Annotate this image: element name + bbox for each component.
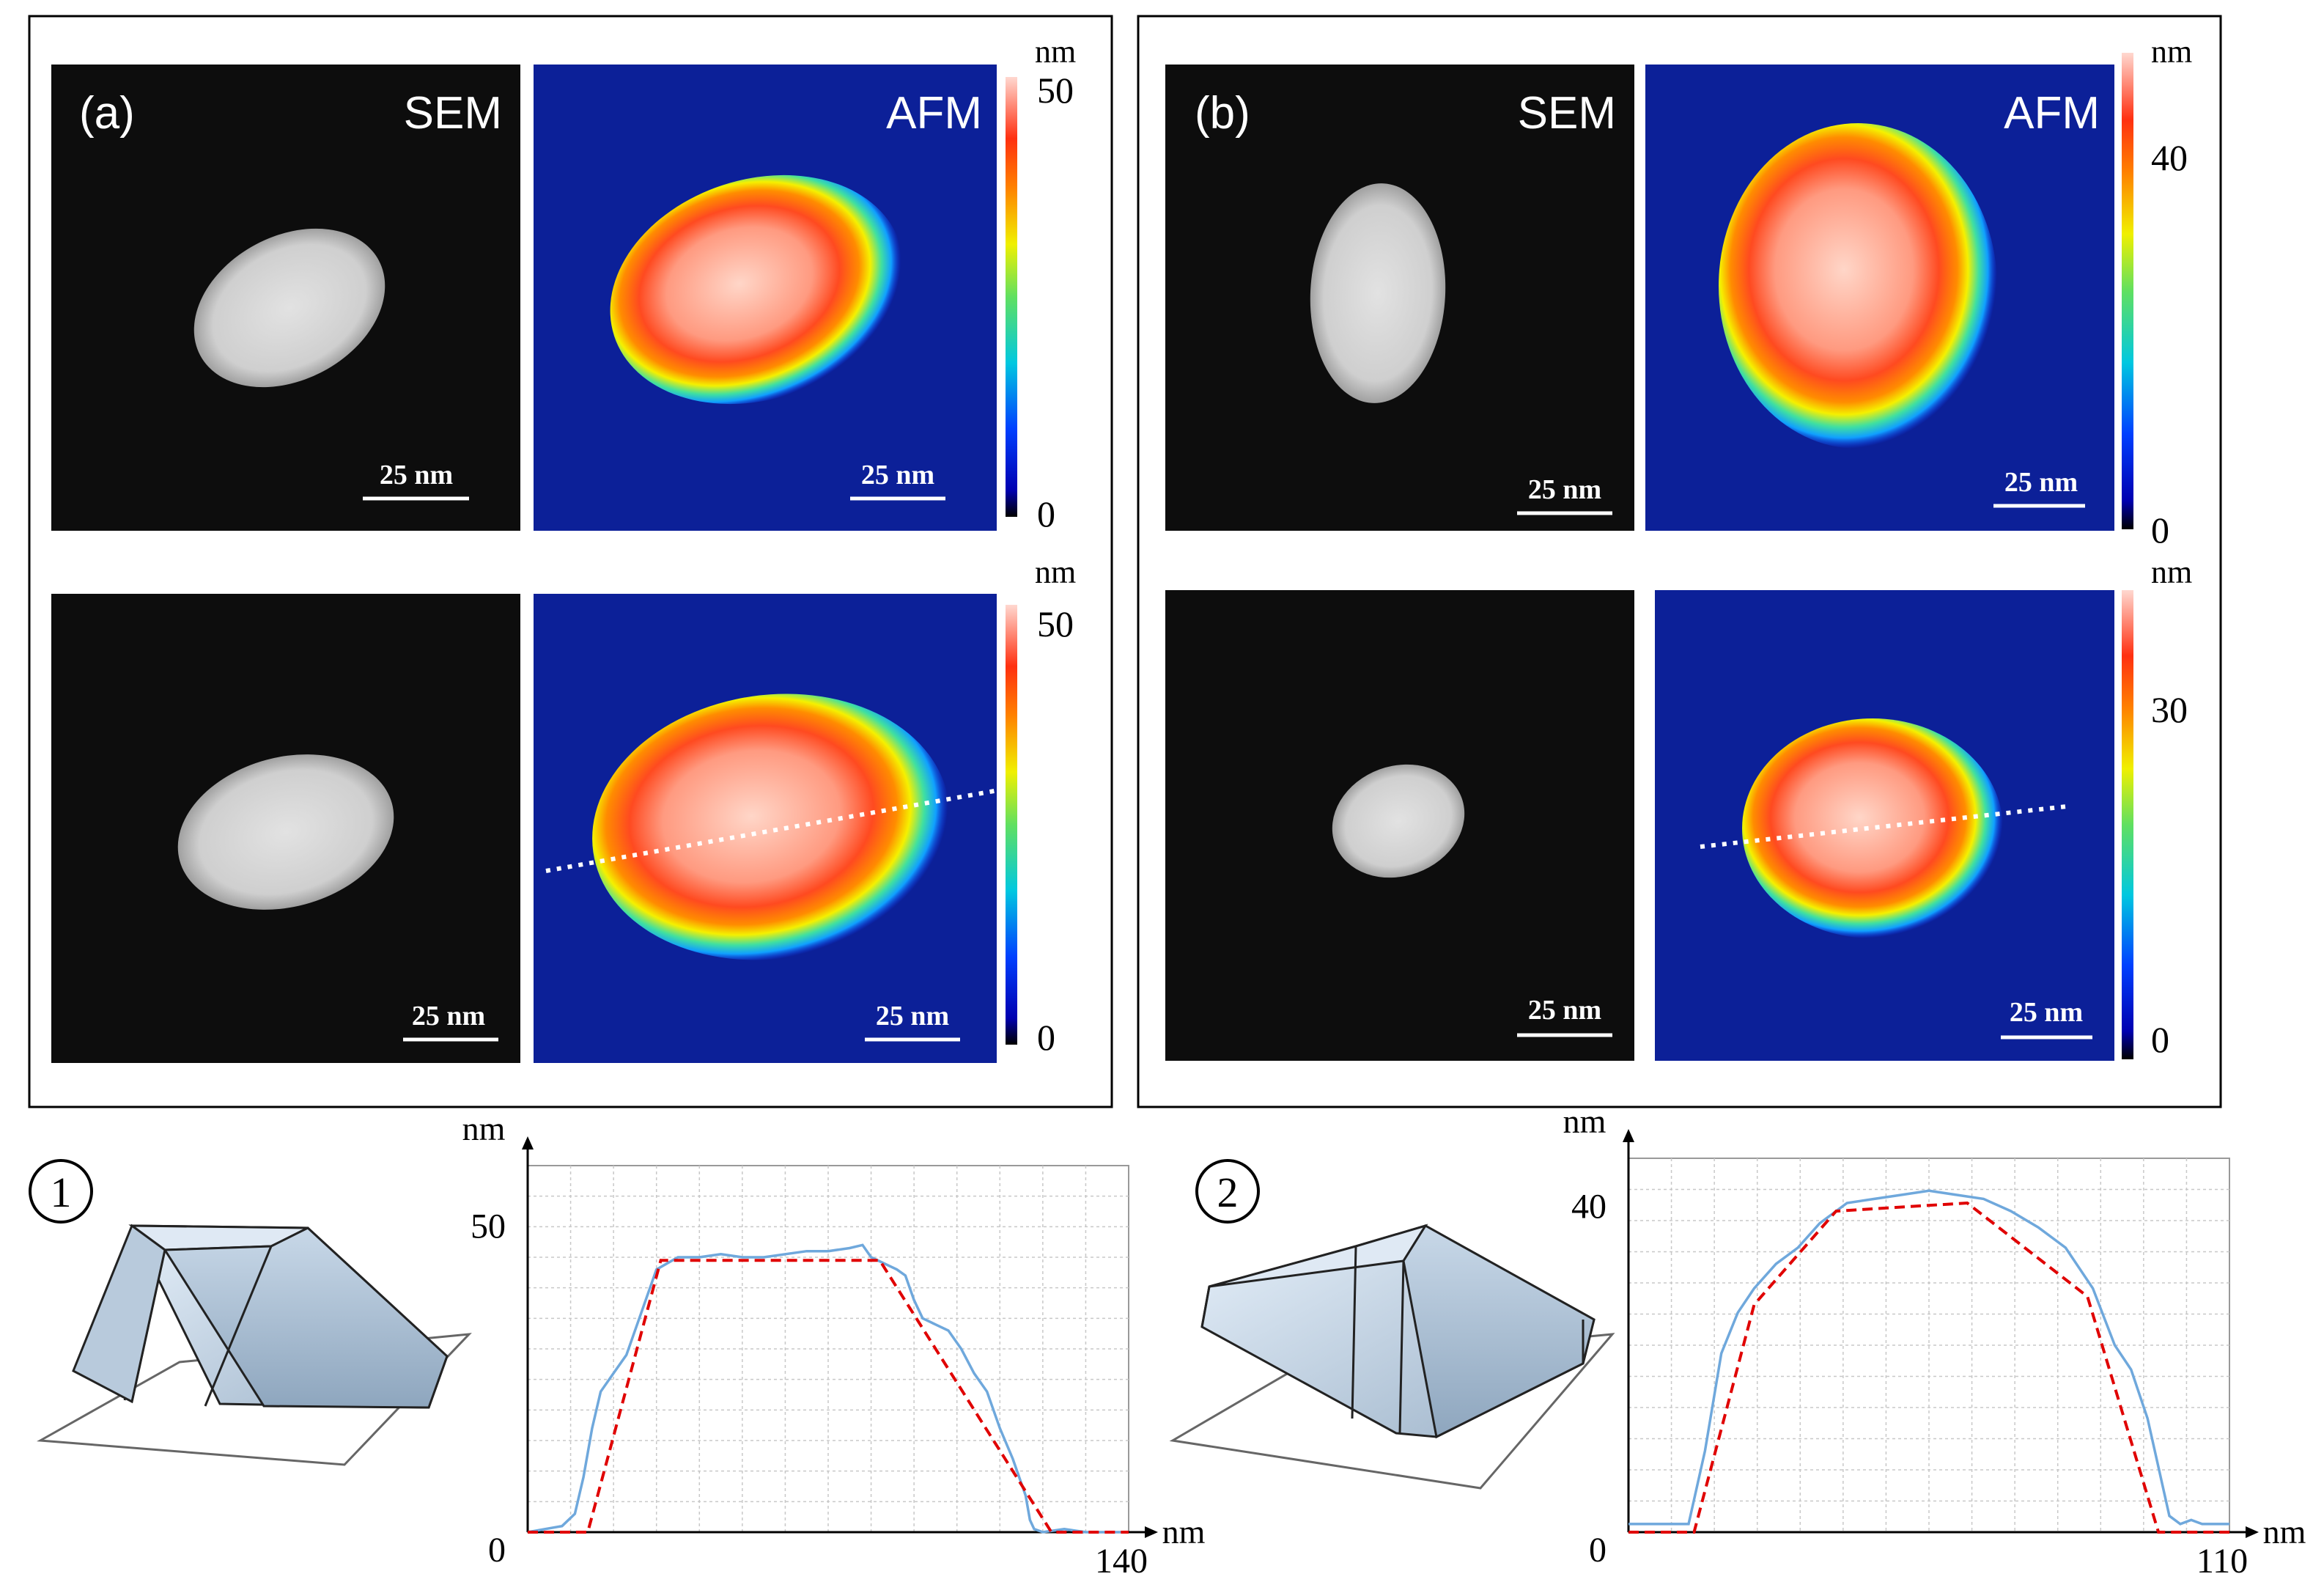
panel-a-top-colorbar-min: 0 [1037,493,1055,534]
panel-a-sem-top-scale-label: 25 nm [380,460,453,490]
panel-a-afm-top-scale-label: 25 nm [861,460,934,490]
chart-x-axis-arrow [2246,1526,2259,1538]
panel-a-top-colorbar [1006,77,1017,517]
chart-y-tick-label: 40 [1571,1188,1606,1226]
panel-a-top-colorbar-unit: nm [1035,34,1076,70]
panel-b-top-colorbar [2122,53,2133,529]
panel-a-afm-label: AFM [886,88,982,139]
chart-xlabel: nm [1162,1513,1206,1550]
panel-a-letter: (a) [79,88,135,139]
panel-a-afm-bottom-scale-label: 25 nm [876,1001,949,1031]
panel-a-frame [28,15,1113,1108]
model-2-badge [1195,1159,1260,1224]
chart-y-tick-label: 0 [488,1531,506,1570]
panel-a-bottom-colorbar-unit: nm [1035,554,1076,590]
model-2-crystal-icon [1169,1224,1615,1490]
chart-xlabel: nm [2263,1513,2306,1550]
panel-b-sem-top [1165,65,1634,531]
chart-x-axis-arrow [1145,1526,1158,1538]
panel-a-sem-label: SEM [404,88,502,139]
panel-b-afm-bottom-scale-label: 25 nm [2010,997,2083,1028]
panel-a-afm-bottom [534,594,999,1063]
chart-series-model [1628,1201,2229,1534]
panel-b-sem-bottom-scale-label: 25 nm [1528,995,1601,1026]
panel-a-bottom-colorbar [1006,605,1017,1045]
panel-b-bottom-colorbar-unit: nm [2151,554,2192,590]
panel-b-bottom-colorbar-min: 0 [2151,1019,2169,1060]
panel-a-sem-top [51,65,520,531]
panel-b-top-colorbar-unit: nm [2151,34,2192,70]
profile-chart-1: nm nm 0 50 140 [462,1110,1206,1581]
chart-x-tick-label: 140 [1095,1542,1148,1581]
panel-b-afm-top-scale-label: 25 nm [2004,467,2078,498]
model-1-badge [29,1159,93,1224]
panel-b-bottom-colorbar [2122,590,2133,1059]
chart-ylabel: nm [1563,1103,1606,1140]
chart-series-measured [1628,1189,2229,1526]
panel-b-sem-label: SEM [1518,88,1616,139]
panel-b-sem-top-scale-label: 25 nm [1528,474,1601,505]
panel-b-top-colorbar-tick: 40 [2151,137,2188,178]
model-1-crystal-icon [36,1224,472,1466]
panel-b-frame [1137,15,2222,1108]
panel-b-afm-label: AFM [2004,88,2100,139]
panel-a-sem-bottom [51,594,520,1063]
panel-b-afm-top [1645,65,2114,531]
chart-y-axis-arrow [522,1136,534,1149]
panel-b-sem-bottom [1165,590,1634,1061]
model-1-label: 1 [51,1169,72,1216]
panel-b-afm-bottom [1655,590,2114,1061]
panel-a-bottom-colorbar-min: 0 [1037,1017,1055,1058]
panel-a-bottom-colorbar-max: 50 [1037,603,1074,644]
panel-a-top-colorbar-max: 50 [1037,70,1074,111]
chart-y-axis-arrow [1623,1129,1634,1142]
panel-a-afm-top [534,65,997,531]
panel-a-sem-bottom-scale-label: 25 nm [412,1001,485,1031]
chart-x-tick-label: 110 [2196,1542,2248,1581]
chart-series-model [528,1259,1129,1534]
panel-b-letter: (b) [1195,88,1250,139]
panel-b-bottom-colorbar-tick: 30 [2151,689,2188,730]
panel-b-top-colorbar-min: 0 [2151,509,2169,551]
chart-y-tick-label: 50 [471,1207,506,1246]
chart-series-measured [527,1243,1129,1534]
profile-chart-2: nm nm 0 40 110 [1563,1103,2306,1581]
chart-y-tick-label: 0 [1589,1531,1606,1570]
chart-ylabel: nm [462,1110,506,1147]
model-2-label: 2 [1217,1169,1239,1216]
